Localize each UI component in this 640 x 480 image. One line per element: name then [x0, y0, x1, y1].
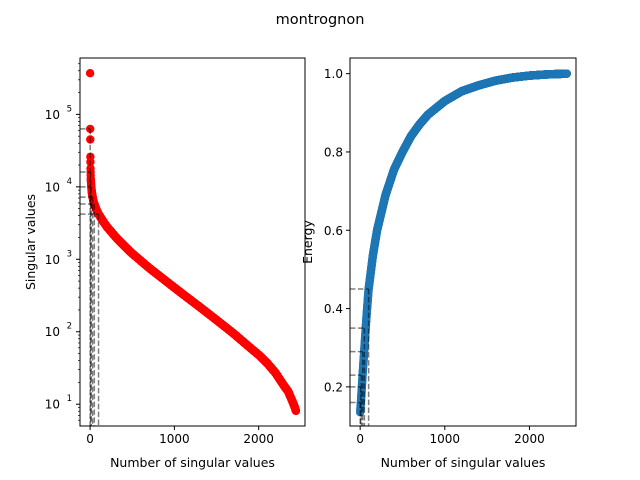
data-point [291, 406, 301, 416]
singular-values-axes: 0 1000 2000 10 1 10 2 10 3 10 4 10 5 Number of singul… [23, 57, 306, 470]
data-points [85, 69, 301, 416]
y-tick-label: 0.6 [324, 224, 343, 238]
x-tick-label: 0 [356, 432, 364, 446]
data-point [85, 69, 95, 78]
x-tick-label: 2000 [514, 432, 545, 446]
y-tick-label: 10 [45, 108, 60, 122]
figure-title: montrognon [276, 12, 365, 28]
x-tick-label: 0 [86, 432, 94, 446]
y-tick-label: 1.0 [324, 67, 343, 81]
y-tick-label: 10 [45, 398, 60, 412]
y-tick-exponent: 3 [67, 249, 72, 259]
y-tick-label: 10 [45, 325, 60, 339]
x-tick-label: 2000 [243, 432, 274, 446]
y-tick-exponent: 2 [67, 322, 72, 332]
x-axis-label: Number of singular values [110, 455, 275, 470]
x-tick-label: 1000 [430, 432, 461, 446]
y-tick-exponent: 5 [67, 104, 72, 114]
data-point [562, 69, 572, 78]
axes-frame [349, 57, 577, 427]
x-axis-label: Number of singular values [381, 455, 546, 470]
y-tick-label: 10 [45, 253, 60, 267]
y-tick-label: 0.2 [324, 380, 343, 394]
y-tick-exponent: 4 [67, 177, 72, 187]
y-tick-exponent: 1 [67, 394, 72, 404]
y-tick-label: 10 [45, 180, 60, 194]
y-axis-label: Singular values [23, 194, 38, 290]
energy-axes: 0 1000 2000 0.2 0.4 0.6 0.8 1.0 Number of singul… [300, 57, 577, 470]
y-tick-label: 0.8 [324, 145, 343, 159]
x-tick-label: 1000 [159, 432, 190, 446]
data-points [355, 69, 572, 417]
y-tick-label: 0.4 [324, 302, 343, 316]
